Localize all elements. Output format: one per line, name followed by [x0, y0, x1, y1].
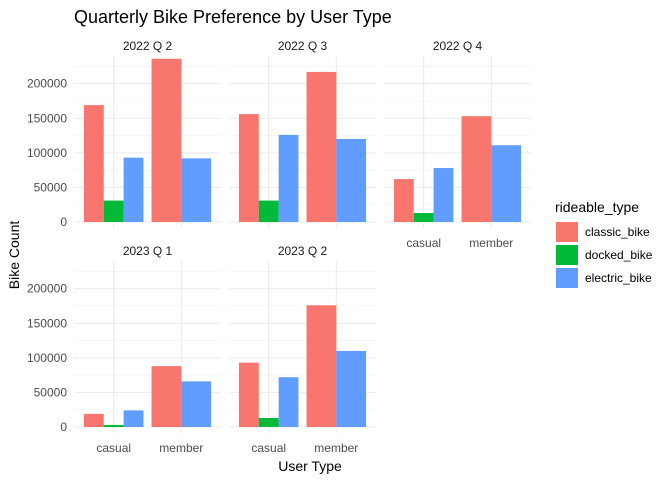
x-tick-label: member: [314, 441, 358, 455]
facet-panels: 2022 Q 2 0 50000 100000 150000 200000 2022 Q 3…: [27, 39, 531, 455]
x-tick-label: casual: [406, 236, 441, 250]
bar-member-classic_bike: [151, 58, 182, 223]
bar-casual-docked_bike: [103, 200, 124, 222]
y-tick-label: 0: [60, 215, 67, 229]
facet-strip-label: 2023 Q 2: [278, 244, 328, 258]
y-axis-title: Bike Count: [6, 221, 22, 290]
bar-casual-classic_bike: [393, 179, 414, 222]
bar-casual-electric_bike: [123, 410, 144, 427]
bar-casual-electric_bike: [123, 157, 144, 222]
bar-member-classic_bike: [306, 305, 337, 427]
x-tick-label: member: [469, 236, 513, 250]
bar-casual-classic_bike: [83, 413, 104, 427]
legend-label-classic_bike: classic_bike: [585, 225, 650, 239]
bar-casual-electric_bike: [278, 377, 299, 427]
legend-label-docked_bike: docked_bike: [585, 248, 653, 262]
facet-strip-label: 2022 Q 4: [433, 39, 483, 53]
y-tick-label: 100000: [27, 351, 67, 365]
facet-strip-label: 2022 Q 3: [278, 39, 328, 53]
bar-casual-docked_bike: [103, 424, 124, 427]
legend-title: rideable_type: [555, 199, 639, 215]
y-tick-label: 150000: [27, 316, 67, 330]
legend-swatch-docked_bike: [556, 245, 578, 265]
bar-member-electric_bike: [181, 381, 212, 427]
bar-member-classic_bike: [461, 116, 492, 222]
x-tick-label: member: [159, 441, 203, 455]
y-tick-label: 200000: [27, 77, 67, 91]
legend: rideable_type classic_bike docked_bikeele…: [555, 199, 653, 288]
facet-panel: 2023 Q 2 casual member: [229, 244, 376, 455]
y-tick-label: 150000: [27, 111, 67, 125]
facet-strip-label: 2022 Q 2: [123, 39, 173, 53]
bar-member-classic_bike: [306, 71, 337, 223]
facet-strip-label: 2023 Q 1: [123, 244, 173, 258]
facet-panel: 2023 Q 1 0 50000 100000 150000 200000 casual me…: [27, 244, 221, 455]
bar-casual-docked_bike: [413, 213, 434, 222]
bar-casual-docked_bike: [258, 418, 279, 427]
bar-member-electric_bike: [491, 145, 522, 222]
facet-panel: 2022 Q 3: [229, 39, 376, 228]
bar-casual-electric_bike: [278, 134, 299, 222]
bar-casual-electric_bike: [433, 168, 454, 222]
legend-swatch-classic_bike: [556, 222, 578, 242]
y-tick-label: 50000: [34, 180, 68, 194]
x-tick-label: casual: [96, 441, 131, 455]
legend-swatch-electric_bike: [556, 268, 578, 288]
bar-member-electric_bike: [336, 139, 367, 222]
facet-panel: 2022 Q 2 0 50000 100000 150000 200000: [27, 39, 221, 229]
x-tick-label: casual: [251, 441, 286, 455]
y-tick-label: 200000: [27, 282, 67, 296]
x-axis-title: User Type: [278, 458, 342, 474]
chart-title: Quarterly Bike Preference by User Type: [74, 7, 392, 27]
y-tick-label: 50000: [34, 385, 68, 399]
bar-casual-docked_bike: [258, 200, 279, 222]
bar-casual-classic_bike: [238, 362, 259, 427]
bar-casual-classic_bike: [238, 114, 259, 222]
y-tick-label: 100000: [27, 146, 67, 160]
legend-label-electric_bike: electric_bike: [585, 271, 652, 285]
bar-member-electric_bike: [181, 158, 212, 222]
bar-casual-classic_bike: [83, 105, 104, 222]
bar-member-classic_bike: [151, 366, 182, 427]
facet-panel: 2022 Q 4 casual member: [384, 39, 531, 250]
bar-member-electric_bike: [336, 350, 367, 427]
y-tick-label: 0: [60, 420, 67, 434]
